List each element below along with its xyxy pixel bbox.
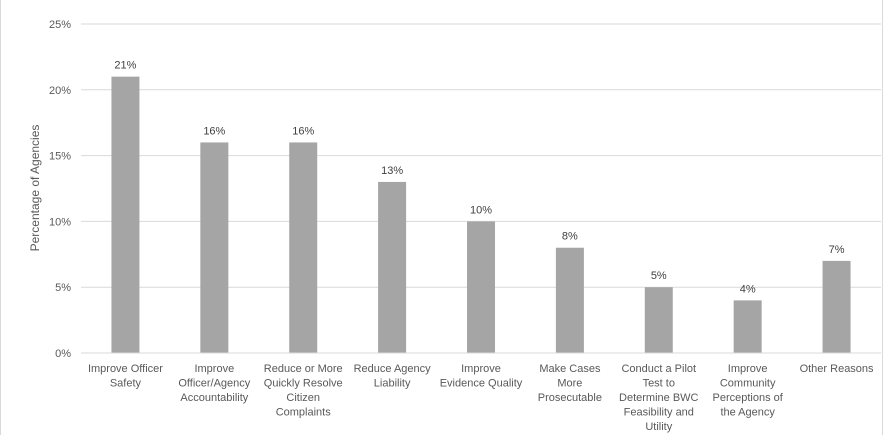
category-label-line: Conduct a Pilot [621, 363, 696, 375]
y-tick-label: 0% [55, 348, 71, 360]
category-label-line: Other Reasons [800, 363, 874, 375]
category-label-line: Perceptions of [713, 392, 784, 404]
category-label-line: Quickly Resolve [264, 378, 343, 390]
data-label: 5% [651, 270, 667, 282]
data-label: 16% [292, 125, 314, 137]
category-label-line: Accountability [180, 392, 248, 404]
bar [378, 181, 407, 353]
category-label: Improve Officer Safety [88, 363, 163, 390]
bar [733, 300, 762, 353]
category-label-line: Safety [110, 378, 142, 390]
bar [111, 76, 140, 353]
category-label-line: Liability [374, 378, 411, 390]
data-label: 10% [470, 204, 492, 216]
y-tick-label: 25% [49, 19, 71, 31]
bar [644, 287, 673, 353]
category-label-line: Reduce Agency [354, 363, 432, 375]
category-label-line: Improve Officer [88, 363, 163, 375]
category-label-line: Improve [194, 363, 234, 375]
y-axis-label: Percentage of Agencies [28, 125, 42, 252]
category-label-line: the Agency [720, 407, 775, 419]
category-label-line: Citizen [286, 392, 320, 404]
data-label: 7% [829, 244, 845, 256]
category-label-line: More [557, 378, 582, 390]
category-labels: Improve Officer Safety Improve Officer/Agen… [88, 363, 874, 433]
category-label: Improve Officer/Agency Accountability [178, 363, 250, 404]
category-label-line: Improve [461, 363, 501, 375]
bar [822, 260, 851, 353]
data-label: 13% [381, 165, 403, 177]
category-label: Improve Community Perceptions of the Agency [713, 363, 784, 419]
data-label: 4% [740, 283, 756, 295]
bar [555, 247, 584, 353]
bar [200, 142, 229, 353]
y-tick-label: 15% [49, 151, 71, 163]
category-label-line: Community [720, 378, 776, 390]
data-label: 21% [114, 60, 136, 72]
category-label: Make Cases More Prosecutable [538, 363, 602, 404]
data-label: 8% [562, 231, 578, 243]
data-labels: 21% 16% 16% 13% 10% 8% 5% 4% 7% [114, 60, 844, 296]
category-label-line: Test to [643, 378, 675, 390]
category-label-line: Make Cases [539, 363, 601, 375]
category-label-line: Utility [645, 421, 672, 433]
category-label-line: Improve [728, 363, 768, 375]
y-tick-label: 5% [55, 282, 71, 294]
bar [289, 142, 318, 353]
category-label-line: Officer/Agency [178, 378, 250, 390]
category-label: Reduce Agency Liability [354, 363, 432, 390]
category-label-line: Determine BWC [619, 392, 699, 404]
category-label-line: Reduce or More [264, 363, 343, 375]
category-label-line: Prosecutable [538, 392, 602, 404]
category-label: Improve Evidence Quality [440, 363, 523, 390]
category-label: Conduct a Pilot Test to Determine BWC Feasi… [619, 363, 699, 433]
bar [467, 221, 495, 353]
y-tick-label: 10% [49, 216, 71, 228]
category-label: Reduce or More Quickly Resolve Citizen Comp… [264, 363, 343, 419]
y-tick-label: 20% [49, 85, 71, 97]
bars [111, 76, 851, 353]
category-label-line: Evidence Quality [440, 378, 523, 390]
category-label-line: Feasibility and [624, 407, 694, 419]
y-axis-ticks: 0% 5% 10% 15% 20% 25% [49, 19, 71, 360]
data-label: 16% [203, 125, 225, 137]
category-label-line: Complaints [276, 407, 332, 419]
category-label: Other Reasons [800, 363, 874, 375]
